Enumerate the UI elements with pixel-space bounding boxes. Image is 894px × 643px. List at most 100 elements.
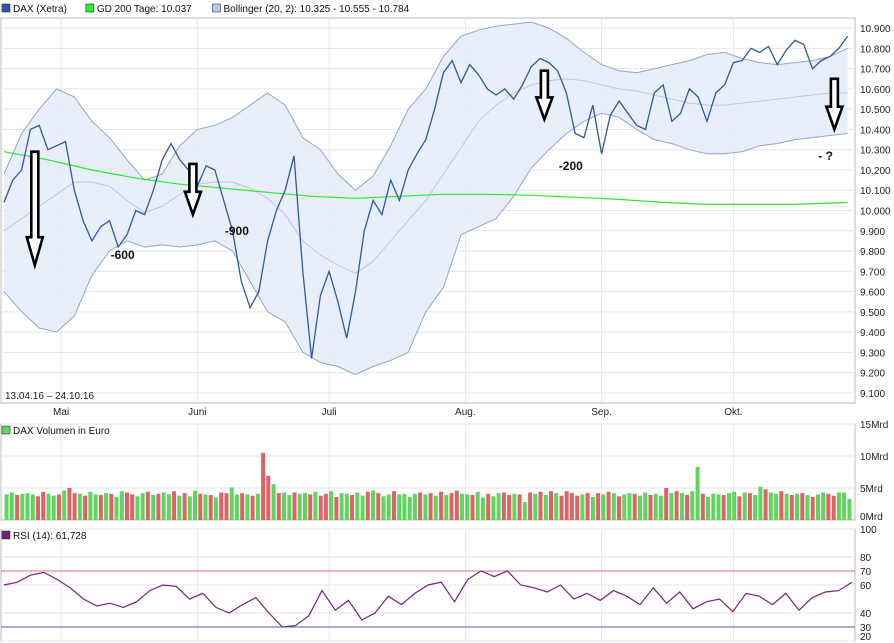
price-tick-label: 10.300 bbox=[860, 146, 891, 157]
volume-bar bbox=[355, 492, 360, 520]
price-tick-label: 10.200 bbox=[860, 166, 891, 177]
volume-bar bbox=[72, 493, 77, 520]
volume-bar bbox=[428, 493, 433, 520]
volume-bar bbox=[480, 497, 485, 520]
volume-bar bbox=[360, 495, 365, 520]
volume-bar bbox=[538, 491, 543, 520]
month-axis: Mai Juni Juli Aug. Sep. Okt. bbox=[53, 407, 742, 418]
volume-bar bbox=[119, 491, 124, 520]
legend-swatch bbox=[212, 3, 221, 13]
rsi-legend-swatch bbox=[1, 530, 11, 540]
volume-bar bbox=[318, 495, 323, 520]
volume-bar bbox=[297, 493, 302, 520]
volume-bar bbox=[261, 452, 266, 520]
volume-bar bbox=[130, 494, 135, 520]
volume-bar bbox=[245, 494, 250, 520]
price-tick-label: 10.400 bbox=[860, 125, 891, 136]
volume-bar bbox=[695, 466, 700, 520]
volume-legend-label: DAX Volumen in Euro bbox=[13, 426, 110, 437]
annotation-labels: -600 -900 -200 - ? bbox=[111, 149, 833, 262]
volume-bar bbox=[669, 493, 674, 520]
volume-bar bbox=[392, 491, 396, 520]
volume-bar bbox=[412, 493, 417, 520]
volume-bar bbox=[219, 492, 224, 520]
volume-bar bbox=[842, 492, 847, 520]
volume-bar bbox=[329, 491, 334, 520]
bollinger-middle-line bbox=[3, 78, 848, 274]
volume-bar bbox=[125, 492, 129, 520]
volume-bar bbox=[658, 495, 663, 520]
rsi-legend-label: RSI (14): 61,728 bbox=[13, 531, 87, 542]
volume-bar bbox=[549, 491, 553, 520]
volume-bar bbox=[627, 493, 632, 520]
volume-bar bbox=[496, 493, 501, 520]
month-label: Juni bbox=[188, 407, 206, 418]
dax-price-line bbox=[3, 35, 849, 359]
volume-bar bbox=[732, 491, 737, 520]
rsi-tick-label: 20 bbox=[860, 632, 872, 643]
volume-bar bbox=[554, 493, 559, 520]
volume-bar bbox=[716, 494, 721, 520]
volume-bar bbox=[596, 493, 601, 520]
price-tick-label: 9.300 bbox=[860, 348, 885, 359]
volume-bar bbox=[271, 484, 276, 520]
price-panel: -600 -900 -200 - ? 9.100 9.200 9.300 9.400 9.50… bbox=[0, 3, 891, 418]
volume-bar bbox=[528, 492, 533, 520]
volume-bar bbox=[753, 495, 758, 520]
volume-bar bbox=[323, 493, 328, 520]
volume-bar bbox=[826, 493, 831, 520]
month-label: Mai bbox=[53, 407, 69, 418]
volume-bar bbox=[742, 492, 747, 520]
volume-bars bbox=[4, 452, 852, 520]
volume-bar bbox=[768, 492, 773, 520]
volume-bar bbox=[491, 496, 496, 520]
volume-bar bbox=[234, 494, 239, 520]
month-label: Juli bbox=[322, 407, 337, 418]
price-axis: 9.100 9.200 9.300 9.400 9.500 9.600 9.700 9.800… bbox=[860, 24, 891, 400]
volume-bar bbox=[475, 491, 480, 520]
volume-bar bbox=[287, 495, 292, 520]
price-tick-label: 9.500 bbox=[860, 308, 885, 319]
volume-bar bbox=[51, 495, 56, 520]
volume-bar bbox=[229, 487, 234, 520]
volume-bar bbox=[282, 492, 286, 520]
volume-bar bbox=[758, 486, 763, 520]
month-label: Aug. bbox=[455, 407, 476, 418]
volume-bar bbox=[831, 495, 836, 520]
volume-grid bbox=[1, 423, 855, 520]
volume-bar bbox=[266, 475, 271, 520]
price-tick-label: 10.700 bbox=[860, 65, 891, 76]
rsi-legend: RSI (14): 61,728 bbox=[1, 530, 87, 542]
volume-bar bbox=[386, 494, 391, 520]
rsi-tick-label: 100 bbox=[860, 525, 877, 536]
volume-bar bbox=[512, 493, 517, 520]
volume-bar bbox=[470, 495, 475, 520]
volume-bar bbox=[449, 493, 454, 520]
volume-tick-label: 5Mrd bbox=[860, 484, 883, 495]
volume-bar bbox=[653, 493, 658, 520]
volume-bar bbox=[418, 492, 423, 520]
volume-bar bbox=[334, 497, 339, 520]
volume-bar bbox=[135, 496, 140, 520]
volume-bar bbox=[339, 493, 344, 520]
volume-bar bbox=[617, 496, 621, 520]
volume-bar bbox=[685, 495, 690, 520]
legend-label: GD 200 Tage: 10.037 bbox=[97, 4, 192, 15]
annotation-label: - ? bbox=[818, 149, 833, 163]
volume-bar bbox=[4, 494, 9, 520]
volume-bar bbox=[145, 491, 150, 520]
down-arrow-icon bbox=[183, 162, 203, 219]
volume-bar bbox=[611, 493, 616, 520]
volume-bar bbox=[224, 493, 229, 520]
price-tick-label: 9.700 bbox=[860, 267, 885, 278]
volume-bar bbox=[423, 494, 428, 520]
volume-bar bbox=[800, 493, 805, 520]
volume-bar bbox=[198, 493, 203, 520]
price-tick-label: 10.800 bbox=[860, 44, 891, 55]
volume-bar bbox=[308, 494, 313, 520]
volume-bar bbox=[700, 493, 705, 520]
volume-bar bbox=[784, 493, 789, 520]
rsi-tick-label: 80 bbox=[860, 553, 872, 564]
volume-bar bbox=[214, 497, 218, 520]
